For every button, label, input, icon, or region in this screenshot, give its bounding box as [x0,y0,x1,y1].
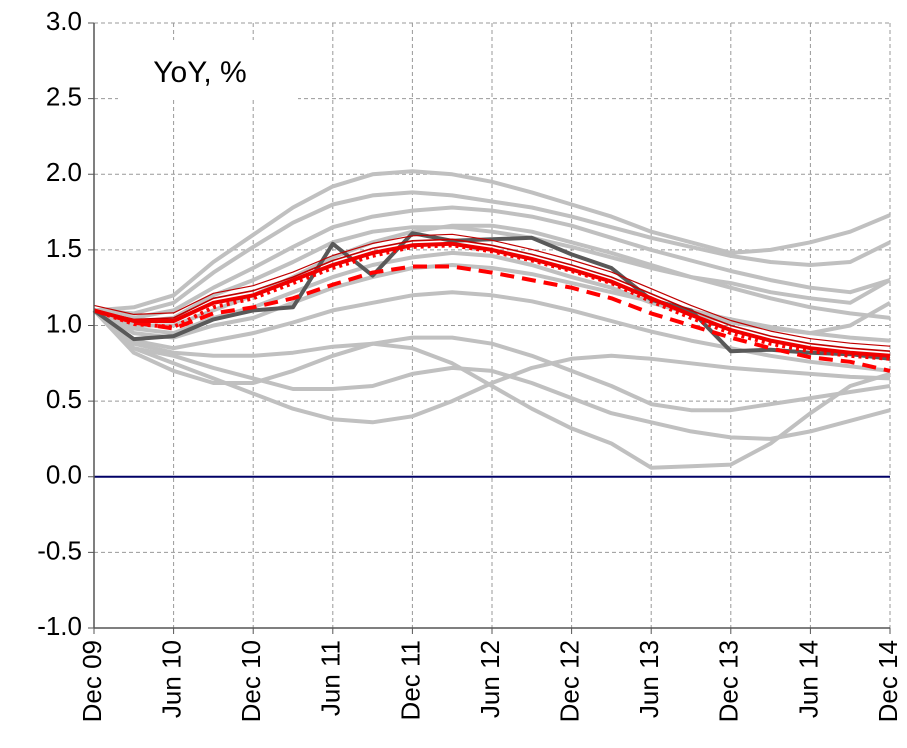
x-tick-label: Jun 14 [793,640,823,718]
title-box [118,40,298,100]
series-line [93,263,891,343]
series-line [92,308,891,470]
y-tick-label: 2.5 [46,82,82,112]
series-line-band [93,233,891,347]
y-tick-label: 1.5 [46,233,82,263]
y-tick-label: 0.0 [46,460,82,490]
x-tick-label: Jun 10 [156,640,186,718]
series-line [93,205,891,320]
series-line [93,264,891,373]
y-tick-label: 0.5 [46,384,82,414]
series-line [93,169,891,313]
x-tick-label: Dec 14 [873,640,903,722]
series-line [93,238,891,352]
series-line [92,231,891,361]
series-line [93,241,891,358]
x-tick-label: Dec 10 [236,640,266,722]
x-tick-label: Dec 11 [395,640,425,720]
x-tick-label: Dec 13 [714,640,744,722]
x-tick-label: Dec 09 [77,640,107,722]
y-tick-label: 3.0 [46,6,82,36]
y-tick-label: -0.5 [37,535,82,565]
chart-title: YoY, % [153,56,246,89]
series-line [92,308,891,441]
lines [92,169,891,470]
series-line [93,190,891,316]
x-tick-label: Jun 13 [634,640,664,718]
y-tick-label: 2.0 [46,157,82,187]
y-tick-label: 1.0 [46,308,82,338]
grid [94,22,891,629]
axes: -1.0 -0.5 0.0 0.5 1.0 1.5 2.0 2.5 3.0 Dec 09 Jun 1… [37,6,903,723]
x-tick-label: Dec 12 [554,640,584,722]
x-tick-label: Jun 12 [475,640,505,718]
y-tick-label: -1.0 [37,611,82,641]
series-line [93,223,891,328]
x-tick-label: Jun 11 [316,640,346,716]
series-line [92,309,891,413]
series-line [92,290,891,373]
